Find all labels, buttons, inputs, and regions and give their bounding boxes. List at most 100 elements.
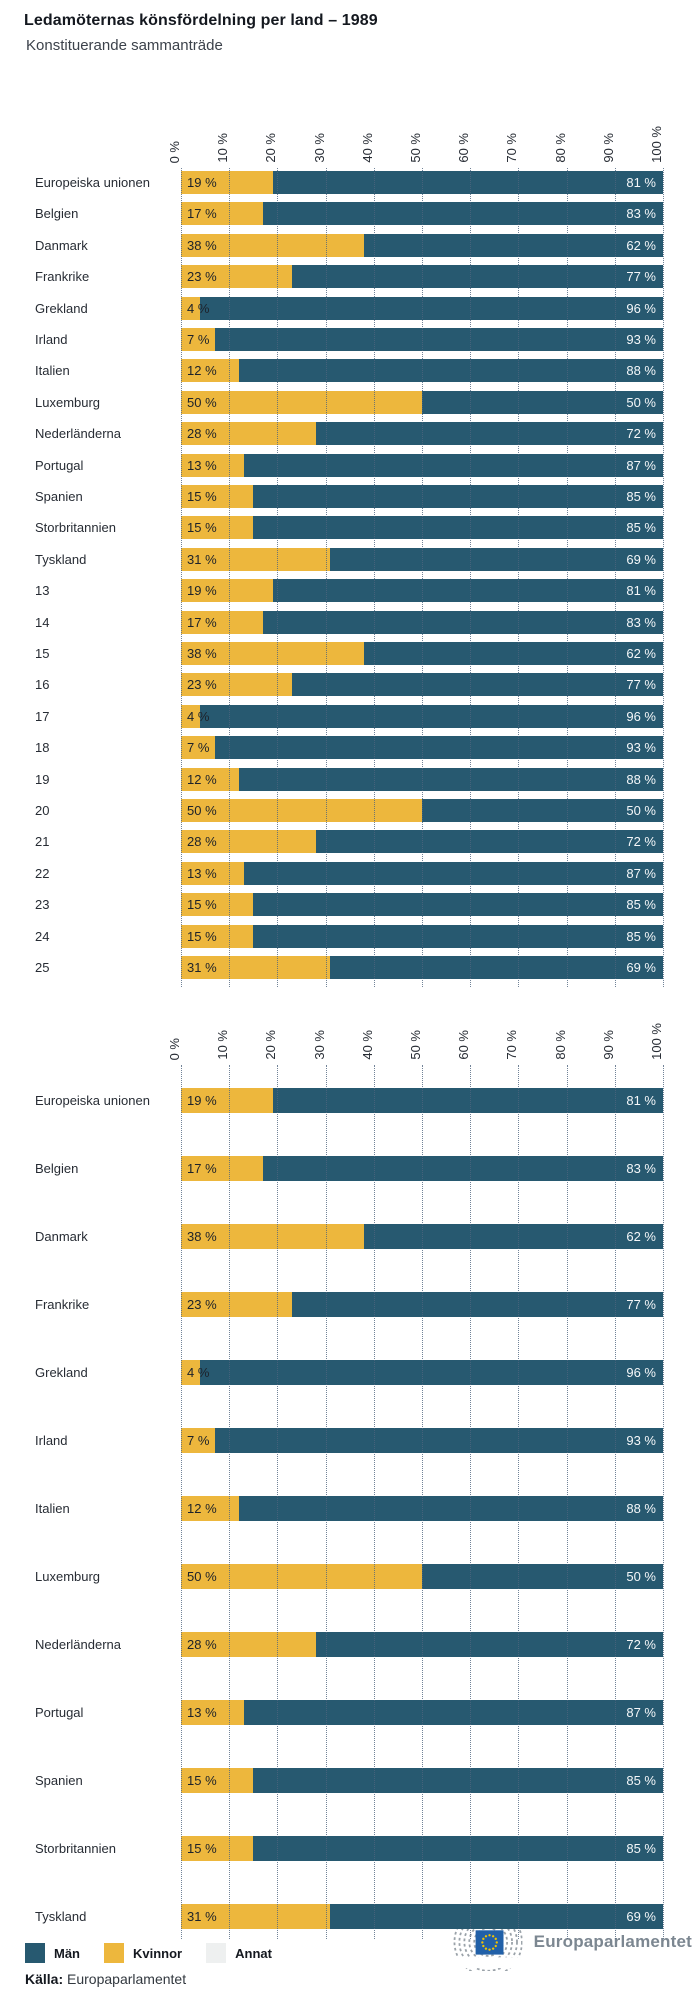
- value-label-kvinnor: 15 %: [187, 1841, 217, 1856]
- gridline: [373, 168, 375, 987]
- category-label: 14: [35, 614, 50, 630]
- x-tick-label: 20 %: [263, 133, 279, 163]
- bar-row: 15 % 85 %: [181, 1836, 663, 1861]
- value-label-kvinnor: 17 %: [187, 1161, 217, 1176]
- gridline: [518, 1065, 520, 1939]
- value-label-kvinnor: 15 %: [187, 897, 217, 913]
- legend-item-annat: Annat: [206, 1943, 272, 1963]
- gridline: [373, 1065, 375, 1939]
- bar-segment-man: [273, 579, 663, 603]
- bar-segment-kvinnor: [181, 1768, 253, 1793]
- gridline: [663, 1065, 664, 1939]
- value-label-man: 81 %: [626, 175, 656, 190]
- bar-segment-kvinnor: [181, 861, 244, 885]
- category-label: Frankrike: [35, 1297, 90, 1312]
- x-tick-label: 40 %: [359, 1030, 375, 1060]
- bar-segment-kvinnor: [181, 1360, 200, 1385]
- source-text: Europaparlamentet: [67, 1971, 187, 1987]
- x-tick-label: 60 %: [456, 133, 472, 163]
- bar-segment-kvinnor: [181, 1224, 364, 1249]
- category-label: Belgien: [35, 1161, 79, 1176]
- page-subtitle: Konstituerande sammanträde: [26, 37, 223, 54]
- value-label-man: 50 %: [626, 803, 656, 818]
- x-tick-label: 90 %: [600, 133, 616, 163]
- bar-row: 28 % 72 %: [181, 422, 663, 446]
- bar-segment-man: [330, 1904, 663, 1929]
- category-label: Nederländerna: [35, 1637, 122, 1652]
- bar-segment-kvinnor: [181, 1632, 316, 1657]
- bar-segment-man: [422, 1564, 663, 1589]
- gridline: [325, 168, 327, 987]
- bar-segment-kvinnor: [181, 1564, 422, 1589]
- gridline: [566, 168, 568, 987]
- value-label-kvinnor: 17 %: [187, 614, 217, 630]
- value-label-kvinnor: 50 %: [187, 394, 217, 410]
- value-label-kvinnor: 19 %: [187, 1093, 217, 1108]
- legend-item-kvinnor: Kvinnor: [104, 1943, 182, 1963]
- europaparlamentet-logo: Europaparlamentet: [436, 1913, 692, 1971]
- category-label: Luxemburg: [35, 1569, 101, 1584]
- bar-segment-kvinnor: [181, 171, 273, 194]
- value-label-man: 83 %: [626, 1161, 656, 1176]
- bar-segment-kvinnor: [181, 516, 253, 540]
- legend-label-man: Män: [54, 1945, 80, 1961]
- x-tick-label: 50 %: [408, 133, 423, 163]
- category-label: Nederländerna: [35, 426, 122, 442]
- value-label-man: 69 %: [626, 960, 656, 975]
- gridline: [470, 168, 472, 987]
- category-label: Storbritannien: [35, 520, 116, 536]
- category-label: Tyskland: [35, 551, 87, 567]
- value-label-kvinnor: 15 %: [187, 489, 217, 504]
- x-tick-label: 60 %: [456, 1030, 472, 1060]
- value-label-man: 77 %: [626, 269, 656, 285]
- category-label: 25: [35, 960, 50, 975]
- bar-row: 50 % 50 %: [181, 1564, 663, 1589]
- value-label-man: 83 %: [626, 206, 656, 222]
- bar-row: 50 % 50 %: [181, 390, 663, 414]
- bar-row: 13 % 87 %: [181, 1700, 663, 1725]
- bar-segment-man: [316, 830, 663, 854]
- value-label-man: 77 %: [626, 1297, 656, 1312]
- bar-row: 12 % 88 %: [181, 1496, 663, 1521]
- value-label-kvinnor: 13 %: [187, 457, 217, 473]
- category-label: 16: [35, 677, 50, 693]
- value-label-man: 50 %: [626, 1569, 656, 1584]
- value-label-man: 72 %: [626, 834, 656, 850]
- bar-row: 4 % 96 %: [181, 704, 663, 728]
- value-label-man: 93 %: [626, 332, 656, 347]
- bar-segment-man: [253, 893, 663, 917]
- bar-row: 17 % 83 %: [181, 610, 663, 634]
- gridline: [181, 168, 182, 987]
- bar-segment-man: [263, 202, 663, 226]
- value-label-kvinnor: 13 %: [187, 865, 217, 881]
- value-label-man: 87 %: [626, 1705, 656, 1720]
- bar-row: 38 % 62 %: [181, 233, 663, 257]
- bar-row: 23 % 77 %: [181, 265, 663, 289]
- value-label-man: 85 %: [626, 520, 656, 536]
- value-label-kvinnor: 12 %: [187, 1501, 217, 1516]
- bar-segment-man: [273, 1088, 663, 1113]
- x-tick-label: 0 %: [167, 140, 182, 163]
- plot-area: Europeiska unionen 19 % 81 % Belgien 17 % 83 …: [0, 1065, 700, 1939]
- bar-segment-man: [239, 359, 663, 383]
- category-label: Storbritannien: [35, 1841, 116, 1856]
- ep-hemicycle-icon: [451, 1913, 526, 1971]
- bar-segment-man: [200, 1360, 663, 1385]
- category-label: Spanien: [35, 1773, 83, 1788]
- category-label: Europeiska unionen: [35, 1093, 150, 1108]
- category-label: Portugal: [35, 1705, 84, 1720]
- value-label-kvinnor: 19 %: [187, 583, 217, 599]
- category-label: 18: [35, 740, 50, 756]
- value-label-man: 88 %: [626, 1501, 656, 1516]
- bar-segment-kvinnor: [181, 579, 273, 603]
- gridline: [229, 168, 231, 987]
- bar-segment-man: [253, 485, 663, 508]
- bar-segment-kvinnor: [181, 956, 330, 979]
- x-tick-label: 10 %: [215, 133, 231, 163]
- x-tick-label: 20 %: [263, 1030, 279, 1060]
- bar-row: 17 % 83 %: [181, 1156, 663, 1181]
- bar-segment-man: [273, 171, 663, 194]
- category-label: Irland: [35, 332, 68, 347]
- category-label: Portugal: [35, 457, 84, 473]
- gridline: [277, 168, 279, 987]
